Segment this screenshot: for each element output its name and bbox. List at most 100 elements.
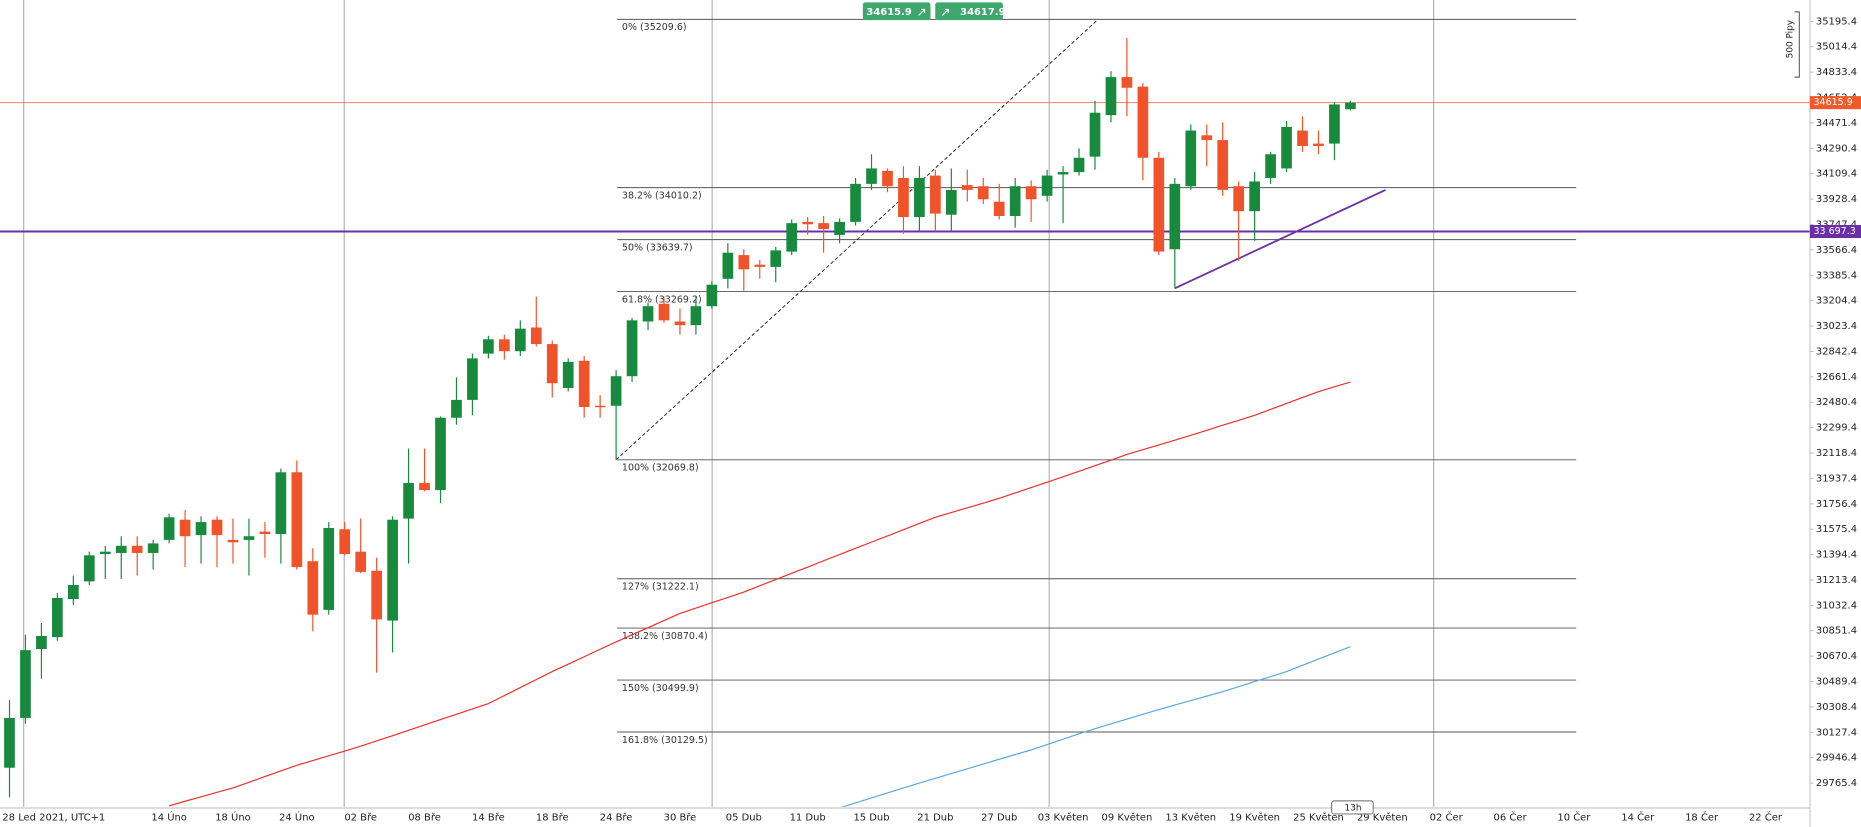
candle-body — [530, 327, 542, 345]
candle-body — [147, 543, 159, 553]
y-tick-label: 31937.4 — [1816, 473, 1857, 484]
y-tick-label: 34290.4 — [1816, 143, 1857, 154]
candle-body — [259, 531, 271, 535]
y-tick-label: 31394.4 — [1816, 550, 1857, 561]
x-tick-label: 15 Dub — [853, 813, 889, 824]
candle-body — [1233, 186, 1245, 212]
bid-price[interactable]: 34615.9 — [866, 7, 911, 18]
candle-body — [1297, 130, 1308, 146]
candle-body — [4, 717, 15, 768]
x-tick-label: 10 Čer — [1557, 811, 1591, 824]
y-tick-label: 31213.4 — [1816, 575, 1857, 586]
candle-body — [1281, 126, 1292, 169]
candle-body — [195, 522, 207, 536]
candle-body — [291, 472, 303, 568]
y-tick-label: 32661.4 — [1816, 372, 1857, 383]
candle-body — [722, 252, 734, 279]
candle-body — [68, 584, 79, 600]
fib-label: 50% (33639.7) — [622, 242, 693, 253]
price-box-label: 33 697.3 — [1814, 226, 1856, 237]
candle-body — [1313, 143, 1324, 146]
moving-average — [168, 381, 1351, 807]
scale-bracket — [1794, 11, 1800, 78]
candle-body — [1201, 135, 1213, 141]
y-tick-label: 33023.4 — [1816, 321, 1857, 332]
fib-label: 0% (35209.6) — [622, 22, 687, 33]
y-tick-label: 33385.4 — [1816, 270, 1857, 281]
y-tick-label: 30308.4 — [1816, 702, 1857, 713]
fib-anchor — [615, 19, 1099, 461]
y-tick-label: 30670.4 — [1816, 651, 1857, 662]
candle-body — [227, 539, 239, 543]
x-tick-label: 18 Čer — [1685, 811, 1719, 824]
x-tick-label: 02 Bře — [344, 812, 377, 824]
candle-body — [179, 519, 191, 537]
timer-box — [1331, 800, 1374, 815]
candle-body — [483, 339, 494, 354]
x-tick-label: 30 Bře — [664, 812, 697, 824]
candle-body — [1009, 186, 1021, 216]
candle-body — [610, 376, 622, 406]
candle-body — [307, 561, 319, 615]
candle-body — [930, 175, 941, 214]
candle-body — [770, 250, 782, 267]
candle-body — [211, 519, 223, 536]
candle-body — [1041, 175, 1053, 196]
x-tick-label: 18 Bře — [536, 812, 569, 824]
y-tick-label: 35195.4 — [1816, 16, 1857, 27]
ask-icon — [941, 8, 949, 16]
candle-body — [1105, 77, 1117, 116]
y-tick-label: 34471.4 — [1816, 118, 1857, 129]
candle-body — [499, 339, 510, 352]
y-tick-label: 32480.4 — [1816, 397, 1857, 408]
x-tick-label: 09 Květen — [1102, 812, 1153, 824]
y-tick-label: 32299.4 — [1816, 423, 1857, 434]
candle-body — [642, 306, 654, 322]
candle-body — [419, 482, 430, 491]
y-tick-label: 29765.4 — [1816, 778, 1857, 789]
candle-body — [914, 177, 925, 218]
bid-box[interactable] — [862, 2, 931, 21]
candle-body — [131, 545, 143, 553]
candle-body — [834, 221, 845, 235]
y-tick-label: 30851.4 — [1816, 626, 1857, 637]
x-tick-label: 08 Bře — [408, 812, 441, 824]
x-tick-label: 21 Dub — [917, 813, 953, 824]
candle-body — [403, 482, 414, 519]
candle-body — [1249, 181, 1260, 212]
x-tick-label: 02 Čer — [1430, 811, 1464, 824]
y-tick-label: 32842.4 — [1816, 346, 1857, 357]
candle-body — [1169, 183, 1181, 250]
quote-bid[interactable]: 34615.9 — [862, 2, 931, 21]
x-tick-label: 27 Dub — [981, 813, 1017, 824]
y-tick-label: 34109.4 — [1816, 169, 1857, 180]
x-tick-label: 14 Čer — [1621, 811, 1655, 824]
candle-body — [115, 545, 127, 553]
ask-price[interactable]: 34617.9 — [960, 7, 1005, 18]
candle-body — [52, 597, 63, 638]
x-tick-label: 06 Čer — [1494, 811, 1528, 824]
fib-label: 61.8% (33269.2) — [622, 294, 702, 305]
fib-label: 138.2% (30870.4) — [622, 631, 708, 642]
candle-body — [243, 536, 255, 540]
candle-body — [866, 168, 877, 184]
candle-body — [1121, 77, 1133, 88]
trend-line — [1174, 189, 1386, 290]
candle-body — [786, 223, 798, 252]
x-tick-label: 05 Dub — [726, 813, 762, 824]
candle-body — [961, 185, 973, 190]
ask-box[interactable] — [935, 2, 1003, 21]
quote-ask[interactable]: 34617.9 — [935, 2, 1006, 21]
y-tick-label: 32118.4 — [1816, 448, 1857, 459]
y-tick-label: 30127.4 — [1816, 727, 1857, 738]
candle-body — [1345, 102, 1356, 110]
x-tick-label: 11 Dub — [790, 813, 826, 824]
price-box — [1809, 224, 1861, 239]
y-tick-label: 33928.4 — [1816, 194, 1857, 205]
candle-body — [99, 551, 111, 555]
fib-label: 38.2% (34010.2) — [622, 190, 702, 201]
candle-body — [977, 186, 989, 200]
candle-body — [36, 635, 47, 650]
x-tick-label: 14 Bře — [472, 812, 505, 824]
x-tick-label: 24 Úno — [279, 811, 315, 824]
